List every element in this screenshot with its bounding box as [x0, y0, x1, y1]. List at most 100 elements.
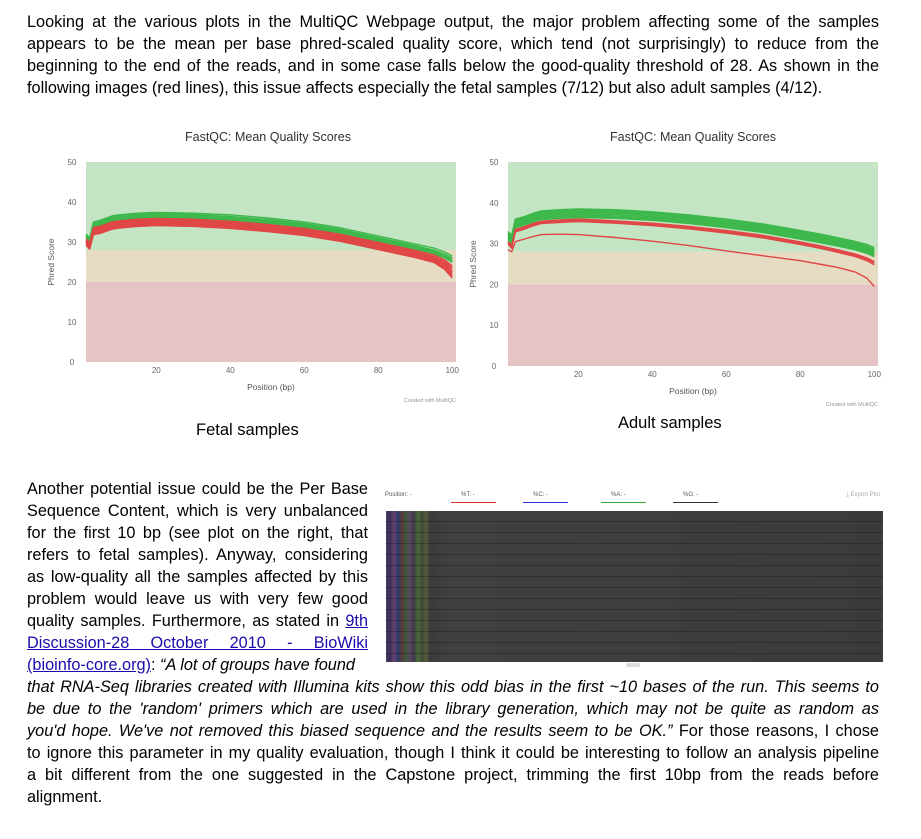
intro-paragraph: Looking at the various plots in the Mult… — [27, 11, 879, 99]
x-tick-label: 20 — [152, 366, 161, 375]
y-tick-label: 50 — [68, 158, 77, 167]
series-line — [85, 211, 453, 257]
download-icon: ⤓ — [846, 492, 849, 498]
series-line — [507, 219, 875, 264]
multiqc-credit: Created with MultiQC — [404, 398, 456, 404]
intro-line: beginning to the end of the reads, and i… — [27, 57, 879, 75]
adult-caption: Adult samples — [618, 414, 722, 432]
g-color-bar — [673, 502, 718, 503]
series-line — [85, 220, 453, 271]
x-axis-label: Position (bp) — [247, 382, 295, 392]
series-line — [85, 214, 453, 261]
x-tick-label: 60 — [722, 370, 731, 379]
series-line — [507, 218, 875, 263]
series-line — [507, 210, 875, 252]
y-tick-label: 10 — [68, 318, 77, 327]
quality-band — [86, 162, 456, 250]
multiqc-credit: Created with MultiQC — [826, 402, 878, 408]
series-line — [507, 220, 875, 266]
y-axis-label: Phred Score — [46, 238, 56, 286]
para2-line: Sequence Content, which is very unbalanc… — [27, 502, 368, 520]
quality-band — [86, 250, 456, 282]
x-tick-label: 40 — [226, 366, 235, 375]
heatmap-c-label: %C: - — [533, 492, 548, 498]
quality-band — [508, 284, 878, 366]
para3-line: alignment. — [27, 788, 103, 806]
y-tick-label: 10 — [490, 321, 499, 330]
series-line — [85, 223, 453, 277]
series-line — [507, 215, 875, 257]
x-tick-label: 100 — [868, 370, 882, 379]
series-line — [85, 216, 453, 264]
intro-line: following images (red lines), this issue… — [27, 79, 823, 97]
export-plot-button[interactable]: ⤓ Export Plot — [846, 492, 880, 498]
fetal-quality-plot: FastQC: Mean Quality Scores 0 10 20 30 40 50 20… — [46, 130, 460, 404]
chart-title: FastQC: Mean Quality Scores — [185, 130, 351, 144]
conclusion-paragraph: that RNA-Seq libraries created with Illu… — [27, 676, 879, 808]
x-tick-label: 40 — [648, 370, 657, 379]
series-line — [85, 215, 453, 262]
x-tick-label: 100 — [446, 366, 460, 375]
series-line — [85, 224, 453, 279]
series-line — [85, 221, 453, 273]
para3-line: a bit different from the one suggested i… — [27, 766, 879, 784]
para2-line: Discussion-28 October 2010 - BioWiki — [27, 632, 368, 654]
biowiki-link-part3[interactable]: (bioinfo-core.org) — [27, 656, 151, 674]
quality-band — [86, 282, 456, 362]
series-line — [85, 222, 453, 275]
heatmap-t-label: %T: - — [461, 492, 475, 498]
biowiki-link-part2[interactable]: Discussion-28 October 2010 - BioWiki — [27, 634, 368, 652]
chart-title: FastQC: Mean Quality Scores — [610, 130, 776, 144]
series-line — [85, 217, 453, 267]
adult-quality-plot: FastQC: Mean Quality Scores 0 10 20 30 40 50 20… — [468, 130, 882, 408]
series-line — [507, 209, 875, 250]
c-color-bar — [523, 502, 568, 503]
para2-line: Another potential issue could be the Per… — [27, 480, 368, 498]
series-line — [85, 212, 453, 259]
x-tick-label: 80 — [374, 366, 383, 375]
quote-line: that RNA-Seq libraries created with Illu… — [27, 678, 879, 696]
fetal-caption: Fetal samples — [196, 421, 299, 439]
para2-line: as low-quality all the samples affected … — [27, 568, 368, 586]
y-tick-label: 50 — [490, 158, 499, 167]
y-tick-label: 0 — [492, 362, 497, 371]
para2-line: refers to fetal samples). Anyway, consid… — [27, 546, 368, 564]
series-line — [507, 208, 875, 249]
series-line — [507, 211, 875, 253]
heatmap-a-label: %A: - — [611, 492, 626, 498]
a-color-bar — [601, 502, 646, 503]
biowiki-link-part1[interactable]: 9th — [345, 612, 368, 630]
y-tick-label: 20 — [68, 278, 77, 287]
para2-line: quality samples. Furthermore, as stated … — [27, 612, 368, 630]
quote-line: be due to the 'random' primers which are… — [27, 700, 879, 718]
heatmap-scroll-handle[interactable] — [626, 663, 640, 667]
y-tick-label: 30 — [490, 240, 499, 249]
intro-line: Looking at the various plots in the Mult… — [27, 13, 879, 31]
y-tick-label: 20 — [490, 280, 499, 289]
x-tick-label: 20 — [574, 370, 583, 379]
y-tick-label: 0 — [70, 358, 75, 367]
series-line — [507, 233, 875, 287]
y-tick-label: 40 — [490, 199, 499, 208]
heatmap-body — [386, 511, 883, 662]
para2-line: for the first 10 bp (see plot on the rig… — [27, 524, 368, 542]
series-line — [507, 213, 875, 254]
y-axis-label: Phred Score — [468, 240, 478, 288]
para2-line: problem would leave us with very few goo… — [27, 590, 368, 608]
para3-line: to ignore this parameter in my quality e… — [27, 744, 879, 762]
para2-line: (bioinfo-core.org): “A lot of groups hav… — [27, 656, 355, 674]
x-tick-label: 80 — [796, 370, 805, 379]
per-base-paragraph: Another potential issue could be the Per… — [27, 478, 368, 676]
intro-line: appears to be the mean per base phred-sc… — [27, 35, 879, 53]
t-color-bar — [451, 502, 496, 503]
series-line — [85, 218, 453, 269]
quality-band — [508, 251, 878, 285]
series-line — [507, 214, 875, 255]
y-tick-label: 40 — [68, 198, 77, 207]
x-axis-label: Position (bp) — [669, 386, 717, 396]
heatmap-g-label: %G: - — [683, 492, 699, 498]
sequence-content-heatmap: Position: - %T: - %C: - %A: - %G: - ⤓ Ex… — [383, 489, 883, 669]
quote-line: you'd hope. We've not removed this biase… — [27, 722, 879, 740]
x-tick-label: 60 — [300, 366, 309, 375]
heatmap-position-label: Position: - — [385, 492, 412, 498]
